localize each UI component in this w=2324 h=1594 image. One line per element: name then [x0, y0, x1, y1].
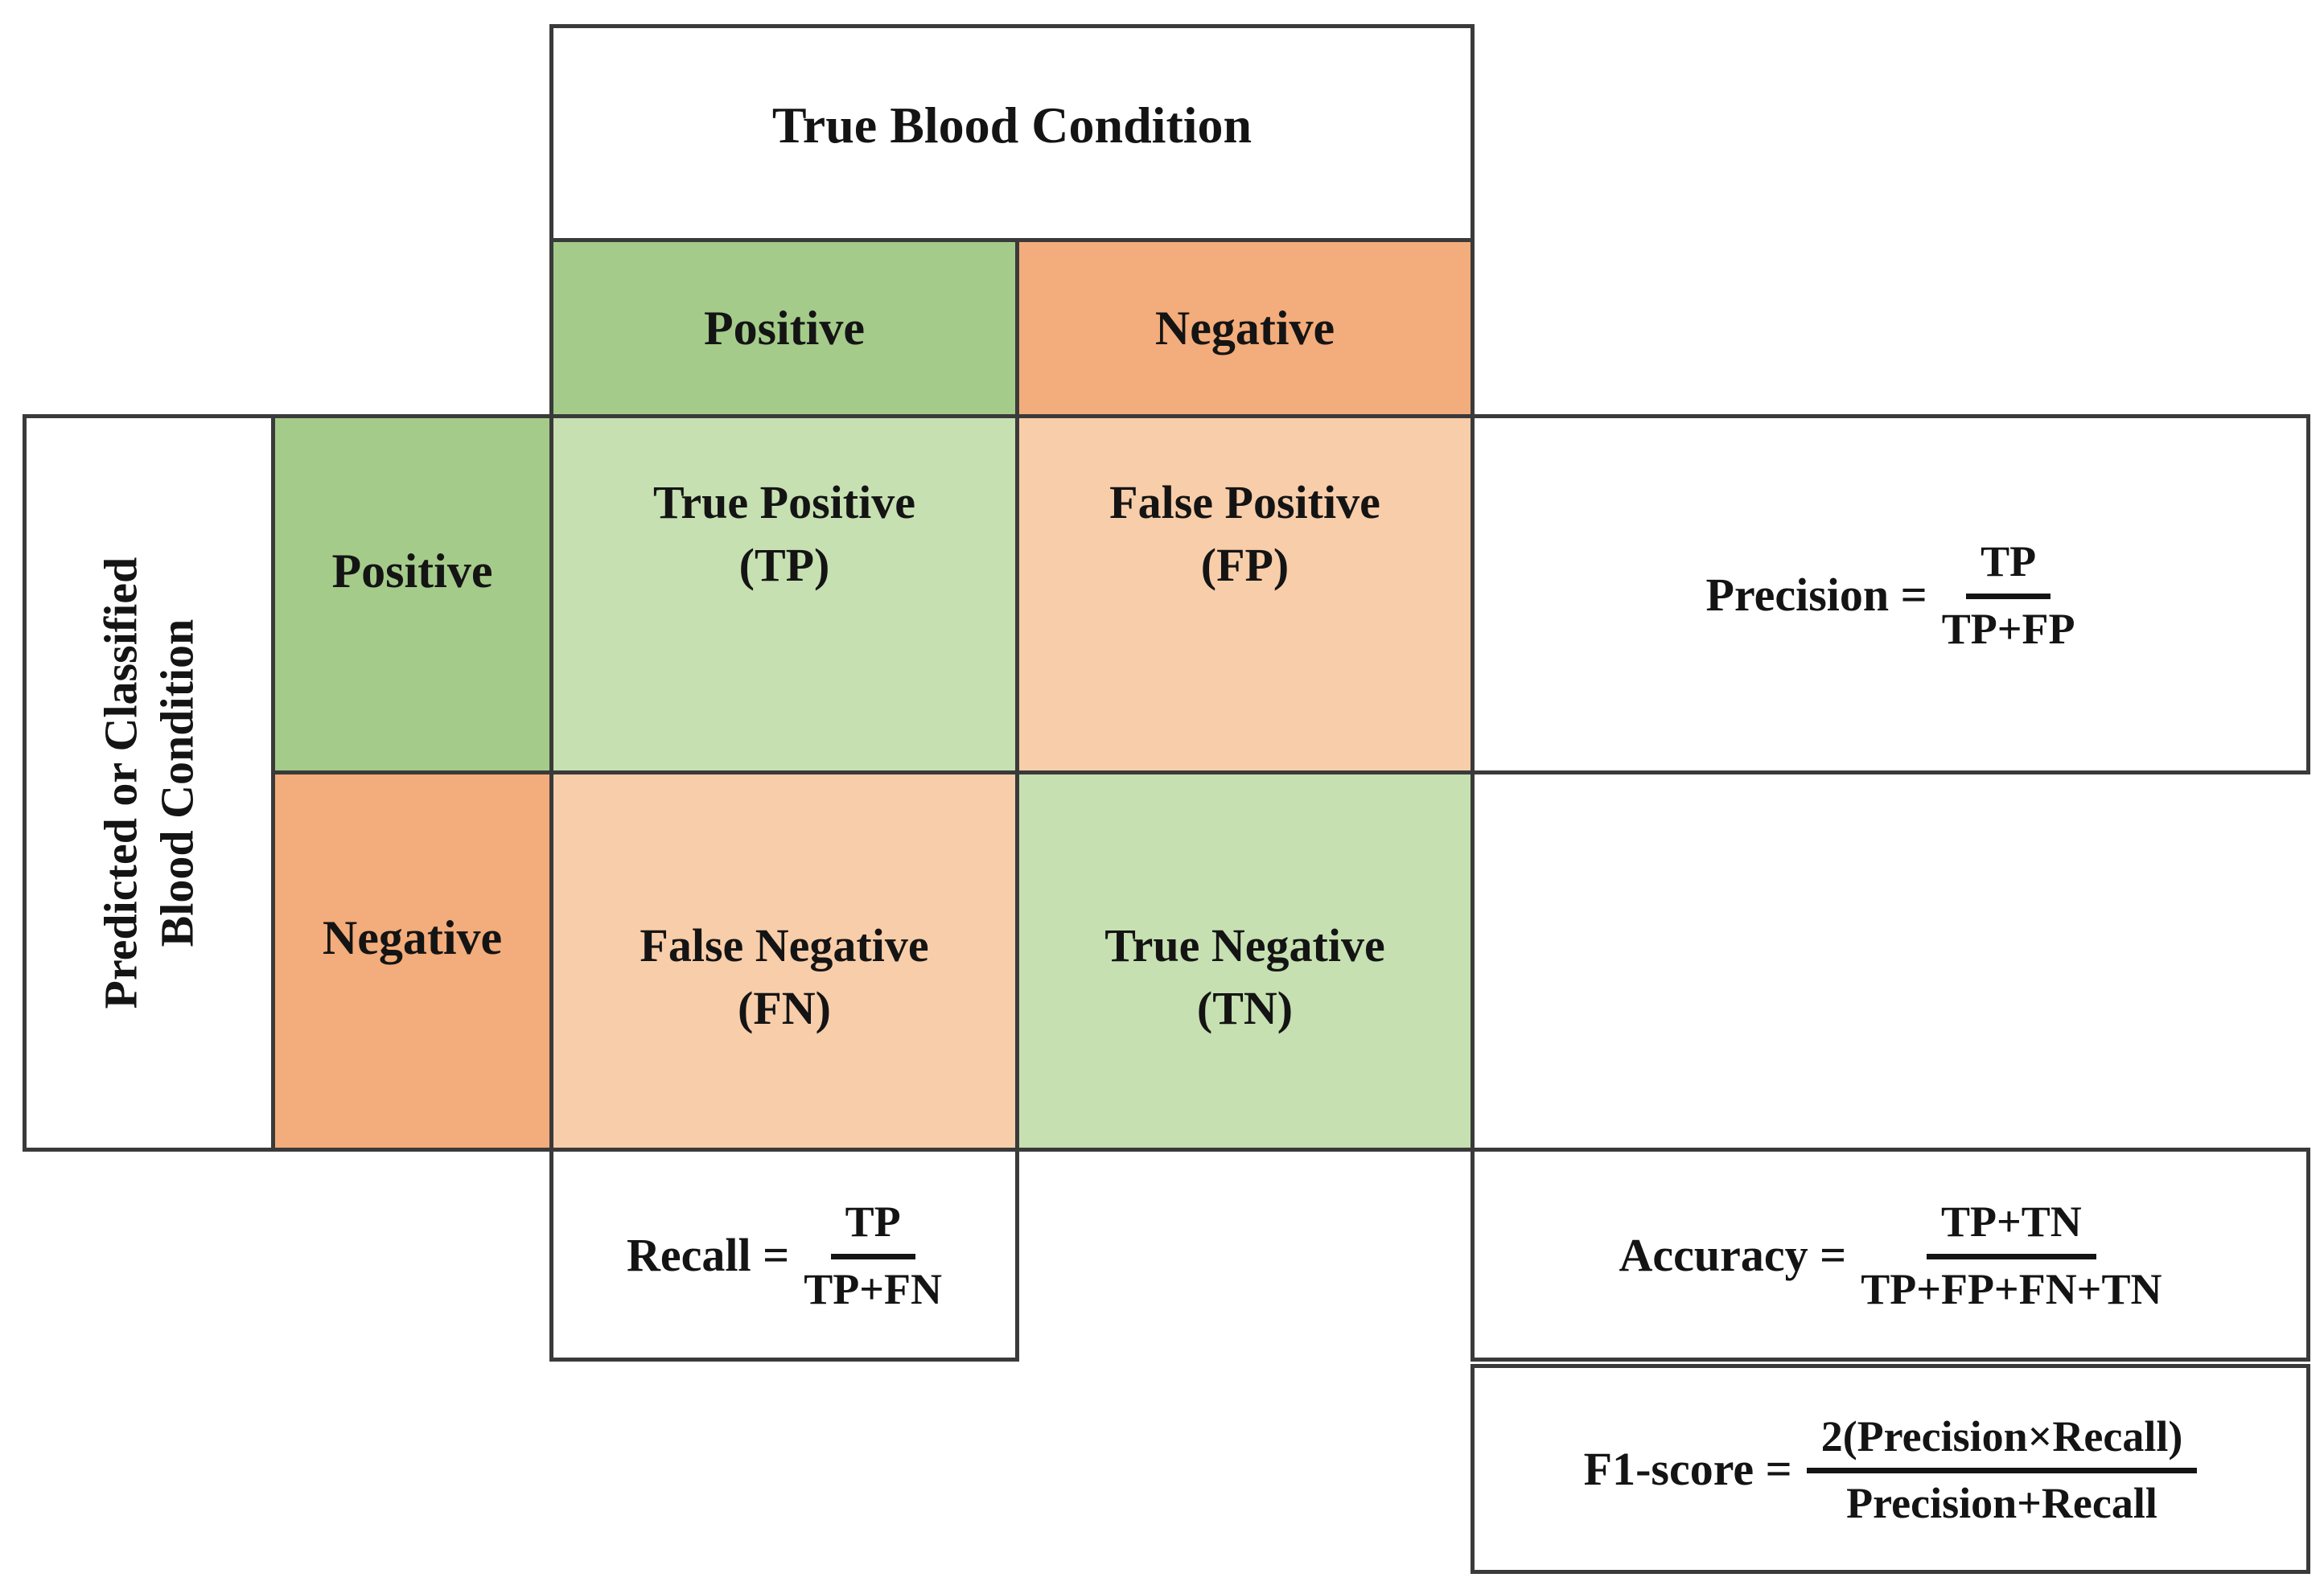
cell-true-negative-abbr: (TN) [1196, 982, 1294, 1034]
cell-false-negative-name: False Negative [640, 918, 929, 972]
cell-true-negative-name: True Negative [1104, 918, 1385, 972]
true-condition-header-box: True Blood Condition [549, 24, 1475, 242]
true-condition-title: True Blood Condition [771, 96, 1252, 154]
precision-fraction-denominator: TP+FP [1941, 604, 2075, 653]
accuracy-fraction: TP+TN TP+FP+FN+TN [1861, 1195, 2162, 1313]
f1-score-fraction-numerator: 2(Precision×Recall) [1806, 1410, 2198, 1473]
precision-formula-label: Precision = [1705, 568, 1927, 621]
cell-true-positive: True Positive (TP) [549, 414, 1019, 774]
f1-score-fraction: 2(Precision×Recall) Precision+Recall [1806, 1410, 2198, 1528]
cell-false-negative-abbr: (FN) [738, 982, 831, 1034]
predicted-axis-label-area: Predicted or Classified Blood Condition [27, 418, 271, 1148]
accuracy-formula-box: Accuracy = TP+TN TP+FP+FN+TN [1470, 1148, 2310, 1362]
predicted-axis-label-line2: Blood Condition [150, 618, 203, 947]
f1-score-fraction-denominator: Precision+Recall [1846, 1479, 2157, 1527]
cell-true-positive-name: True Positive [653, 475, 915, 528]
predicted-axis-label: Predicted or Classified Blood Condition [93, 557, 204, 1009]
accuracy-fraction-numerator: TP+TN [1926, 1195, 2096, 1259]
row-header-negative: Negative [271, 770, 553, 1152]
cell-true-positive-abbr: (TP) [738, 539, 830, 591]
cell-false-negative: False Negative (FN) [549, 770, 1019, 1152]
recall-fraction-denominator: TP+FN [804, 1264, 942, 1313]
accuracy-formula-label: Accuracy = [1619, 1228, 1847, 1281]
recall-fraction-numerator: TP [830, 1195, 915, 1259]
row-header-positive: Positive [271, 414, 553, 774]
cell-false-positive-name: False Positive [1109, 475, 1380, 528]
col-header-positive: Positive [549, 238, 1019, 418]
row-header-negative-label: Negative [322, 910, 503, 964]
f1-score-formula-label: F1-score = [1583, 1443, 1792, 1495]
col-header-negative: Negative [1015, 238, 1475, 418]
precision-formula-box: Precision = TP TP+FP [1470, 414, 2310, 774]
col-header-positive-label: Positive [704, 301, 865, 355]
f1-score-formula-box: F1-score = 2(Precision×Recall) Precision… [1470, 1364, 2310, 1574]
accuracy-fraction-denominator: TP+FP+FN+TN [1861, 1264, 2162, 1313]
row-header-positive-label: Positive [331, 544, 493, 598]
recall-formula-box: Recall = TP TP+FN [549, 1148, 1019, 1362]
precision-fraction-numerator: TP [1966, 535, 2051, 599]
col-header-negative-label: Negative [1154, 301, 1335, 355]
recall-fraction: TP TP+FN [804, 1195, 942, 1313]
precision-fraction: TP TP+FP [1942, 535, 2075, 653]
cell-false-positive-abbr: (FP) [1200, 539, 1290, 591]
predicted-axis-label-line1: Predicted or Classified [94, 557, 147, 1009]
cell-false-positive: False Positive (FP) [1015, 414, 1475, 774]
recall-formula-label: Recall = [627, 1228, 790, 1281]
cell-true-negative: True Negative (TN) [1015, 770, 1475, 1152]
